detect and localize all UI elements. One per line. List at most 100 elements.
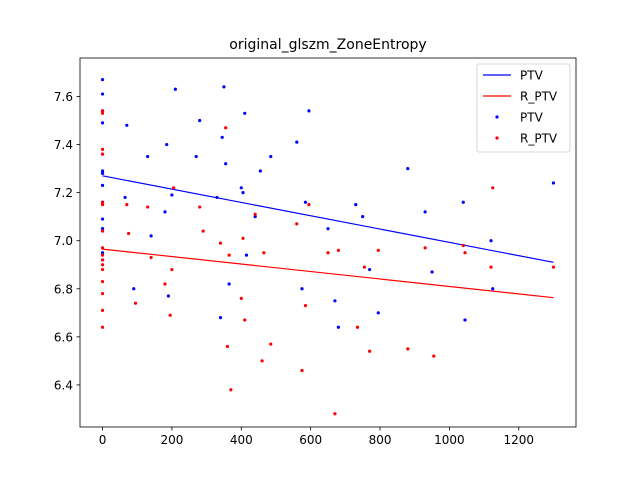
data-point-r-ptv xyxy=(243,318,247,322)
data-point-r-ptv xyxy=(295,222,299,226)
data-point-r-ptv xyxy=(218,241,223,245)
data-point-r-ptv xyxy=(406,347,410,351)
series-line-ptv xyxy=(102,175,554,263)
data-point-ptv xyxy=(269,154,273,159)
data-point-r-ptv xyxy=(463,251,467,255)
data-point-ptv xyxy=(295,140,299,144)
data-point-ptv xyxy=(100,92,105,96)
data-point-r-ptv xyxy=(227,253,231,257)
data-point-ptv xyxy=(100,251,105,255)
data-point-ptv xyxy=(376,311,380,315)
data-point-ptv xyxy=(132,287,136,291)
data-point-ptv xyxy=(361,215,365,219)
data-point-r-ptv xyxy=(172,186,176,190)
data-point-ptv xyxy=(491,287,495,291)
data-point-r-ptv xyxy=(100,258,105,262)
data-point-ptv xyxy=(423,210,427,214)
data-point-ptv xyxy=(165,142,169,147)
data-point-ptv xyxy=(100,217,105,221)
data-point-r-ptv xyxy=(201,229,205,233)
data-point-ptv xyxy=(100,121,105,125)
y-tick-label: 7.2 xyxy=(54,186,73,200)
data-point-ptv xyxy=(220,135,224,139)
data-point-r-ptv xyxy=(100,111,105,115)
data-point-ptv xyxy=(100,78,105,82)
data-point-ptv xyxy=(461,200,465,204)
data-point-r-ptv xyxy=(336,248,341,252)
data-point-ptv xyxy=(336,325,341,329)
data-point-r-ptv xyxy=(326,251,330,255)
data-point-r-ptv xyxy=(241,236,245,240)
data-point-r-ptv xyxy=(100,308,105,313)
data-point-ptv xyxy=(125,123,129,127)
legend-marker-swatch xyxy=(495,115,499,119)
data-point-r-ptv xyxy=(133,301,138,305)
data-point-r-ptv xyxy=(100,253,105,257)
x-tick-label: 0 xyxy=(99,433,107,447)
data-point-r-ptv xyxy=(300,368,304,373)
legend-label: PTV xyxy=(520,111,544,125)
data-point-r-ptv xyxy=(355,325,360,329)
trend-lines xyxy=(102,175,554,299)
data-point-r-ptv xyxy=(303,304,308,308)
data-point-ptv xyxy=(227,282,231,286)
data-point-ptv xyxy=(123,195,127,200)
plot-frame xyxy=(79,57,577,428)
data-point-ptv xyxy=(241,191,245,195)
data-point-ptv xyxy=(100,227,105,231)
y-tick-label: 6.6 xyxy=(54,330,73,344)
data-point-r-ptv xyxy=(100,147,105,151)
data-point-r-ptv xyxy=(100,263,105,267)
data-point-r-ptv xyxy=(100,325,105,329)
y-tick-label: 6.4 xyxy=(54,378,73,392)
legend-label: R_PTV xyxy=(520,132,558,146)
data-point-ptv xyxy=(146,154,150,159)
data-point-ptv xyxy=(100,171,105,175)
data-point-r-ptv xyxy=(461,243,465,248)
data-point-ptv xyxy=(326,227,330,231)
data-point-ptv xyxy=(406,166,410,171)
x-tick-label: 1000 xyxy=(434,433,465,447)
legend-marker-swatch xyxy=(495,136,499,140)
y-tick-label: 7.6 xyxy=(54,90,73,104)
legend-label: R_PTV xyxy=(520,90,558,104)
data-point-ptv xyxy=(368,267,372,272)
y-tick-label: 6.8 xyxy=(54,282,73,296)
data-point-ptv xyxy=(307,109,311,113)
data-point-r-ptv xyxy=(100,152,105,156)
data-point-ptv xyxy=(551,181,556,185)
data-point-ptv xyxy=(430,270,434,274)
legend: PTV R_PTV PTV R_PTV xyxy=(476,63,571,153)
data-point-ptv xyxy=(163,210,167,214)
data-point-r-ptv xyxy=(198,205,202,209)
x-tick-label: 800 xyxy=(369,433,392,447)
data-point-r-ptv xyxy=(125,203,129,207)
x-tick-label: 200 xyxy=(160,433,183,447)
data-point-ptv xyxy=(253,215,257,219)
data-point-ptv xyxy=(222,85,226,89)
y-tick-label: 7.0 xyxy=(54,234,73,248)
data-point-ptv xyxy=(239,186,243,190)
data-point-r-ptv xyxy=(126,231,131,236)
data-point-ptv xyxy=(170,193,174,197)
legend-box xyxy=(476,63,571,153)
data-point-ptv xyxy=(166,294,171,298)
data-point-r-ptv xyxy=(239,296,243,300)
data-point-r-ptv xyxy=(146,205,150,209)
data-point-r-ptv xyxy=(100,229,105,233)
data-point-r-ptv xyxy=(149,255,153,260)
data-point-r-ptv xyxy=(432,354,436,358)
data-point-r-ptv xyxy=(100,279,105,284)
legend-label: PTV xyxy=(520,69,544,83)
data-point-r-ptv xyxy=(100,109,105,113)
data-point-ptv xyxy=(198,118,202,123)
data-point-ptv xyxy=(333,299,337,303)
data-point-r-ptv xyxy=(225,344,230,349)
x-tick-label: 1200 xyxy=(503,433,534,447)
data-point-r-ptv xyxy=(489,265,493,269)
data-point-r-ptv xyxy=(262,251,266,255)
data-point-r-ptv xyxy=(253,212,257,216)
data-point-r-ptv xyxy=(163,282,167,286)
data-point-r-ptv xyxy=(168,313,172,317)
